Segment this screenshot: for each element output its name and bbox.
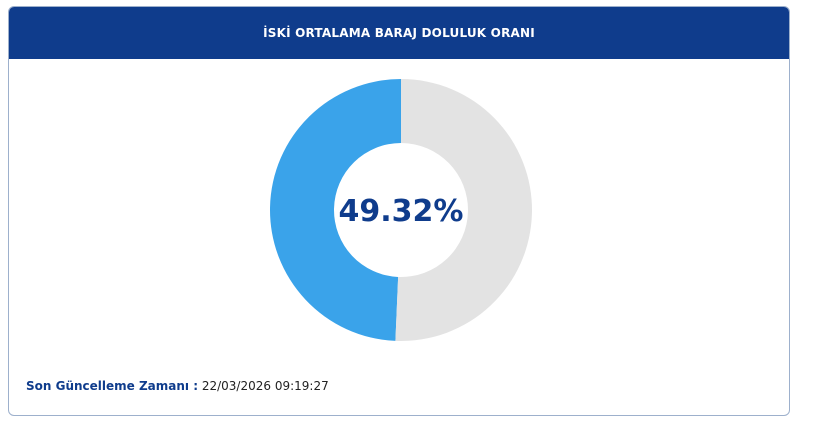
footer-value: 22/03/2026 09:19:27 bbox=[201, 379, 329, 393]
footer-label: Son Güncelleme Zamanı : bbox=[26, 379, 199, 393]
center-value-label: 49.32% bbox=[339, 194, 464, 229]
footer: Son Güncelleme Zamanı : 22/03/2026 09:19… bbox=[26, 379, 329, 393]
donut-segment bbox=[395, 79, 532, 341]
donut-segment bbox=[269, 79, 401, 341]
chart: 49.32% bbox=[269, 79, 532, 341]
card: İSKİ ORTALAMA BARAJ DOLULUK ORANI 49.32%… bbox=[8, 6, 790, 416]
card-header: İSKİ ORTALAMA BARAJ DOLULUK ORANI bbox=[9, 7, 789, 59]
chart-title: İSKİ ORTALAMA BARAJ DOLULUK ORANI bbox=[263, 26, 535, 40]
